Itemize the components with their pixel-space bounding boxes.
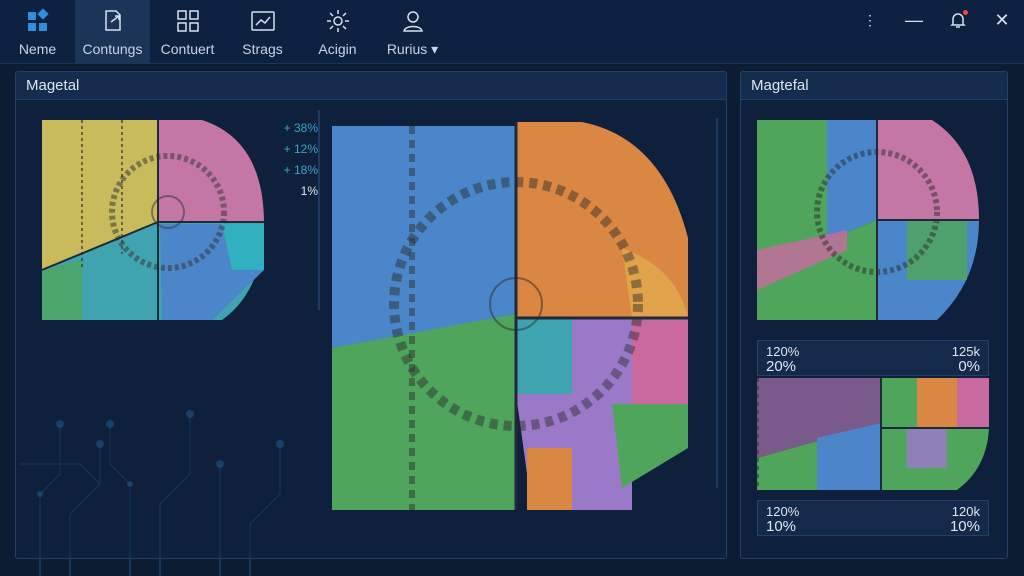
vertical-dots-icon: ⋮ bbox=[863, 11, 877, 28]
side-stats-row-2: 120% 10% 120k 10% bbox=[757, 500, 989, 536]
legend-value-3: + 18% bbox=[283, 163, 318, 177]
stat-2-left: 120% 10% bbox=[766, 504, 799, 534]
main-panel-title: Magetal bbox=[16, 72, 726, 100]
minimize-button[interactable]: — bbox=[892, 2, 936, 38]
nav-item-contuert[interactable]: Contuert bbox=[150, 0, 225, 64]
small-region-map[interactable] bbox=[42, 120, 264, 320]
stat-1-right-top: 125k bbox=[951, 344, 980, 359]
main-navigation: Neme Contungs Contuert Strags bbox=[0, 0, 450, 64]
side-region-map-bottom[interactable] bbox=[757, 378, 989, 490]
large-region-map[interactable] bbox=[332, 118, 692, 510]
settings-gear-icon bbox=[326, 10, 349, 32]
stat-2-right-top: 120k bbox=[951, 504, 980, 519]
export-document-icon bbox=[104, 10, 121, 31]
nav-label-contuert: Contuert bbox=[160, 41, 215, 57]
legend-value-1: + 38% bbox=[283, 121, 318, 135]
map-legend: + 38% + 12% + 18% 1% bbox=[270, 118, 318, 202]
close-button[interactable]: ✕ bbox=[980, 2, 1024, 38]
user-profile-icon bbox=[402, 11, 423, 32]
nav-item-strags[interactable]: Strags bbox=[225, 0, 300, 64]
four-squares-icon bbox=[176, 10, 199, 32]
nav-item-neme[interactable]: Neme bbox=[0, 0, 75, 64]
nav-label-neme: Neme bbox=[18, 41, 57, 57]
main-scrollbar[interactable] bbox=[716, 118, 718, 488]
minimize-icon: — bbox=[905, 9, 923, 30]
side-region-map-top[interactable] bbox=[757, 120, 979, 320]
legend-divider bbox=[318, 110, 320, 310]
notification-dot bbox=[963, 10, 968, 15]
legend-value-4: 1% bbox=[300, 184, 318, 198]
stat-2-right-bottom: 10% bbox=[949, 518, 980, 535]
side-panel-title: Magtefal bbox=[741, 72, 1007, 100]
legend-value-2: + 12% bbox=[283, 142, 318, 156]
chart-window-icon bbox=[250, 11, 275, 31]
more-options-button[interactable]: ⋮ bbox=[848, 2, 892, 38]
stat-1-right-bottom: 0% bbox=[958, 358, 980, 375]
nav-label-rurius: Rurius ▾ bbox=[386, 41, 439, 57]
side-stats-row-1: 120% 20% 125k 0% bbox=[757, 340, 989, 376]
stat-2-right: 120k 10% bbox=[950, 504, 980, 534]
nav-label-strags: Strags bbox=[242, 41, 283, 57]
dashboard-grid-icon bbox=[27, 8, 49, 31]
notifications-button[interactable] bbox=[936, 2, 980, 38]
window-controls: ⋮ — ✕ bbox=[848, 0, 1024, 40]
close-icon: ✕ bbox=[994, 9, 1010, 30]
stat-1-left: 120% 20% bbox=[766, 344, 799, 374]
nav-label-contungs: Contungs bbox=[82, 41, 143, 57]
nav-item-acigin[interactable]: Acigin bbox=[300, 0, 375, 64]
bell-icon bbox=[950, 13, 966, 28]
nav-item-contungs[interactable]: Contungs bbox=[75, 0, 150, 64]
stat-1-right: 125k 0% bbox=[952, 344, 980, 374]
stat-2-left-bottom: 10% bbox=[766, 518, 797, 535]
stat-1-left-bottom: 20% bbox=[766, 358, 797, 375]
stat-2-left-top: 120% bbox=[766, 504, 800, 519]
top-toolbar: Neme Contungs Contuert Strags bbox=[0, 0, 1024, 64]
stat-1-left-top: 120% bbox=[766, 344, 800, 359]
nav-label-acigin: Acigin bbox=[318, 41, 357, 57]
nav-item-rurius[interactable]: Rurius ▾ bbox=[375, 0, 450, 64]
